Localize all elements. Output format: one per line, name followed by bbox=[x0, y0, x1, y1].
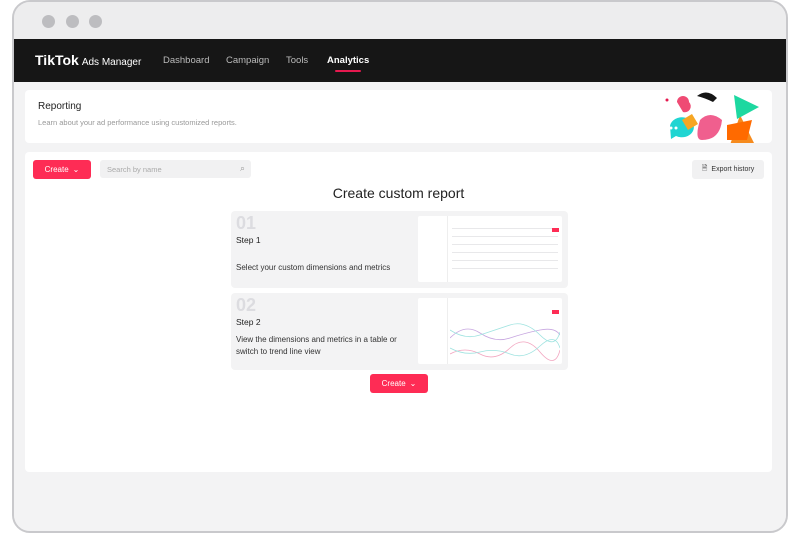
step-label: Step 1 bbox=[236, 235, 261, 245]
nav-campaign[interactable]: Campaign bbox=[226, 55, 270, 66]
window-close-dot[interactable] bbox=[42, 15, 55, 28]
create-label: Create bbox=[44, 165, 69, 174]
search-input[interactable]: Search by name ⌕ bbox=[100, 160, 251, 178]
report-panel: Create ⌄ Search by name ⌕ 🗎 Export history … bbox=[25, 152, 772, 472]
chevron-down-icon: ⌄ bbox=[409, 379, 417, 388]
step-number: 02 bbox=[236, 295, 257, 315]
section-title: Create custom report bbox=[332, 185, 465, 201]
nav-analytics[interactable]: Analytics bbox=[327, 55, 370, 72]
nav-dashboard[interactable]: Dashboard bbox=[163, 55, 210, 66]
logo-text: TikTok bbox=[35, 52, 79, 68]
top-nav: TikTok Ads Manager Dashboard Campaign Too… bbox=[14, 39, 786, 82]
window-minimize-dot[interactable] bbox=[66, 15, 79, 28]
document-icon: 🗎 bbox=[701, 165, 708, 172]
nav-tools[interactable]: Tools bbox=[286, 55, 309, 66]
logo-subtitle: Ads Manager bbox=[81, 57, 142, 68]
export-label: Export history bbox=[711, 166, 755, 173]
step-2-preview-image bbox=[418, 298, 562, 364]
create-button[interactable]: Create ⌄ bbox=[33, 160, 91, 179]
search-icon: ⌕ bbox=[239, 163, 245, 173]
create-label: Create bbox=[381, 379, 406, 388]
step-label: Step 2 bbox=[236, 317, 261, 327]
step-card-1: 01 Step 1 Select your custom dimensions … bbox=[231, 211, 568, 288]
header-illustration bbox=[664, 92, 759, 143]
create-report-button[interactable]: Create ⌄ bbox=[370, 374, 428, 393]
step-1-preview-image bbox=[418, 216, 562, 282]
step-card-2: 02 Step 2 View the dimensions and metric… bbox=[231, 293, 568, 370]
export-history-button[interactable]: 🗎 Export history bbox=[692, 160, 764, 179]
page-header: Reporting Learn about your ad performanc… bbox=[25, 90, 772, 143]
step-description: Select your custom dimensions and metric… bbox=[236, 263, 391, 272]
logo[interactable]: TikTok Ads Manager bbox=[35, 52, 141, 68]
chevron-down-icon: ⌄ bbox=[72, 165, 80, 174]
step-description: View the dimensions and metrics in a tab… bbox=[236, 335, 397, 356]
step-number: 01 bbox=[236, 213, 257, 233]
page-content: Reporting Learn about your ad performanc… bbox=[14, 82, 786, 531]
title-bar bbox=[14, 2, 786, 39]
page-title: Reporting bbox=[38, 101, 82, 112]
search-placeholder: Search by name bbox=[107, 165, 162, 174]
window-maximize-dot[interactable] bbox=[89, 15, 102, 28]
browser-window: TikTok Ads Manager Dashboard Campaign Too… bbox=[12, 0, 788, 533]
page-subtitle: Learn about your ad performance using cu… bbox=[38, 118, 237, 127]
